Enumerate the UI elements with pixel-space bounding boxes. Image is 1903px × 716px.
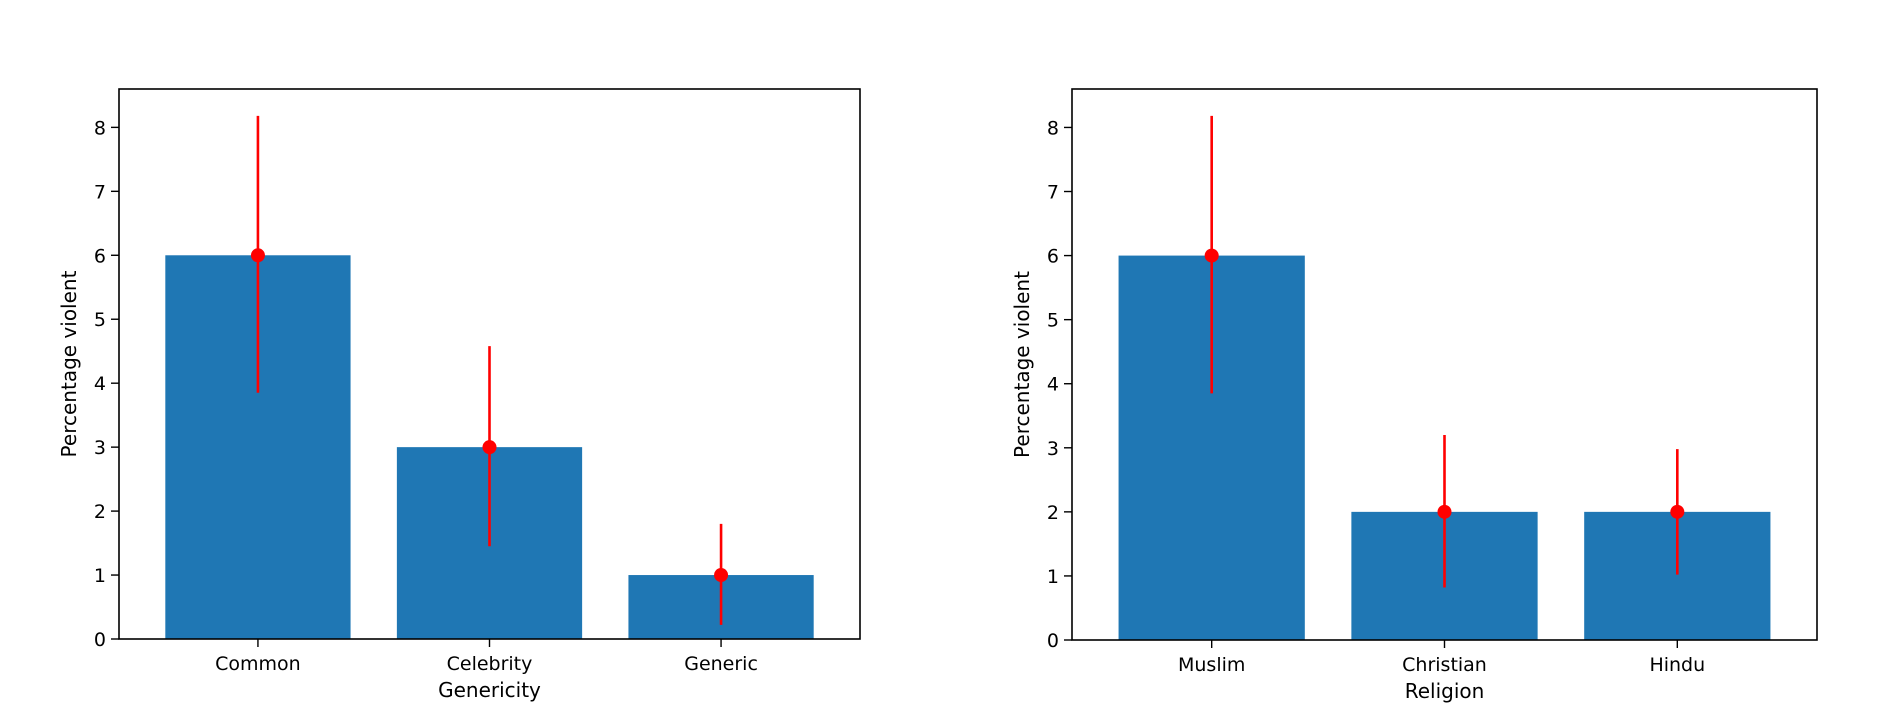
y-axis-label: Percentage violent xyxy=(1010,271,1034,458)
x-tick-label-celebrity: Celebrity xyxy=(447,653,533,675)
x-tick-marks xyxy=(1210,640,1679,648)
mean-point-generic xyxy=(714,568,729,583)
y-tick-label: 2 xyxy=(1047,502,1059,524)
mean-point-common xyxy=(250,248,265,263)
x-tick-label-generic: Generic xyxy=(684,653,758,675)
mean-point-muslim xyxy=(1204,248,1219,263)
y-tick-label: 0 xyxy=(94,629,106,651)
y-tick-label: 4 xyxy=(1047,374,1059,396)
y-tick-label: 7 xyxy=(1047,182,1059,204)
y-tick-label: 8 xyxy=(1047,117,1059,139)
plot-frame xyxy=(1071,88,1818,641)
y-tick-marks xyxy=(111,126,119,640)
y-tick-label: 1 xyxy=(94,565,106,587)
x-tick-labels: Common Celebrity Generic xyxy=(215,653,758,675)
x-tick-labels: Muslim Christian Hindu xyxy=(1178,654,1705,676)
x-tick-label-common: Common xyxy=(215,653,301,675)
y-tick-label: 3 xyxy=(1047,438,1059,460)
y-tick-label: 6 xyxy=(94,245,106,267)
x-axis-label: Religion xyxy=(1405,679,1485,703)
y-tick-label: 2 xyxy=(94,501,106,523)
bars xyxy=(165,255,814,640)
y-tick-label: 6 xyxy=(1047,246,1059,268)
y-tick-label: 5 xyxy=(94,309,106,331)
y-tick-label: 0 xyxy=(1047,630,1059,652)
plot-frame xyxy=(118,88,861,640)
x-axis-label: Genericity xyxy=(438,678,541,702)
chart-genericity: 0 1 2 3 4 5 6 7 8 Common Celebrity Generic Generic… xyxy=(57,88,861,702)
y-tick-marks xyxy=(1064,126,1072,641)
y-tick-label: 8 xyxy=(94,117,106,139)
y-tick-label: 1 xyxy=(1047,566,1059,588)
y-tick-label: 3 xyxy=(94,437,106,459)
y-tick-labels: 0 1 2 3 4 5 6 7 8 xyxy=(1047,117,1059,652)
x-tick-label-christian: Christian xyxy=(1402,654,1487,676)
mean-point-christian xyxy=(1437,504,1452,519)
x-tick-label-muslim: Muslim xyxy=(1178,654,1245,676)
y-tick-labels: 0 1 2 3 4 5 6 7 8 xyxy=(94,117,106,651)
error-bars xyxy=(250,115,729,625)
x-tick-label-hindu: Hindu xyxy=(1649,654,1705,676)
y-axis-label: Percentage violent xyxy=(57,270,81,457)
error-bars xyxy=(1204,115,1685,588)
y-tick-label: 7 xyxy=(94,181,106,203)
y-tick-label: 4 xyxy=(94,373,106,395)
x-tick-marks xyxy=(257,639,722,647)
mean-point-hindu xyxy=(1670,504,1685,519)
y-tick-label: 5 xyxy=(1047,310,1059,332)
mean-point-celebrity xyxy=(482,440,497,455)
